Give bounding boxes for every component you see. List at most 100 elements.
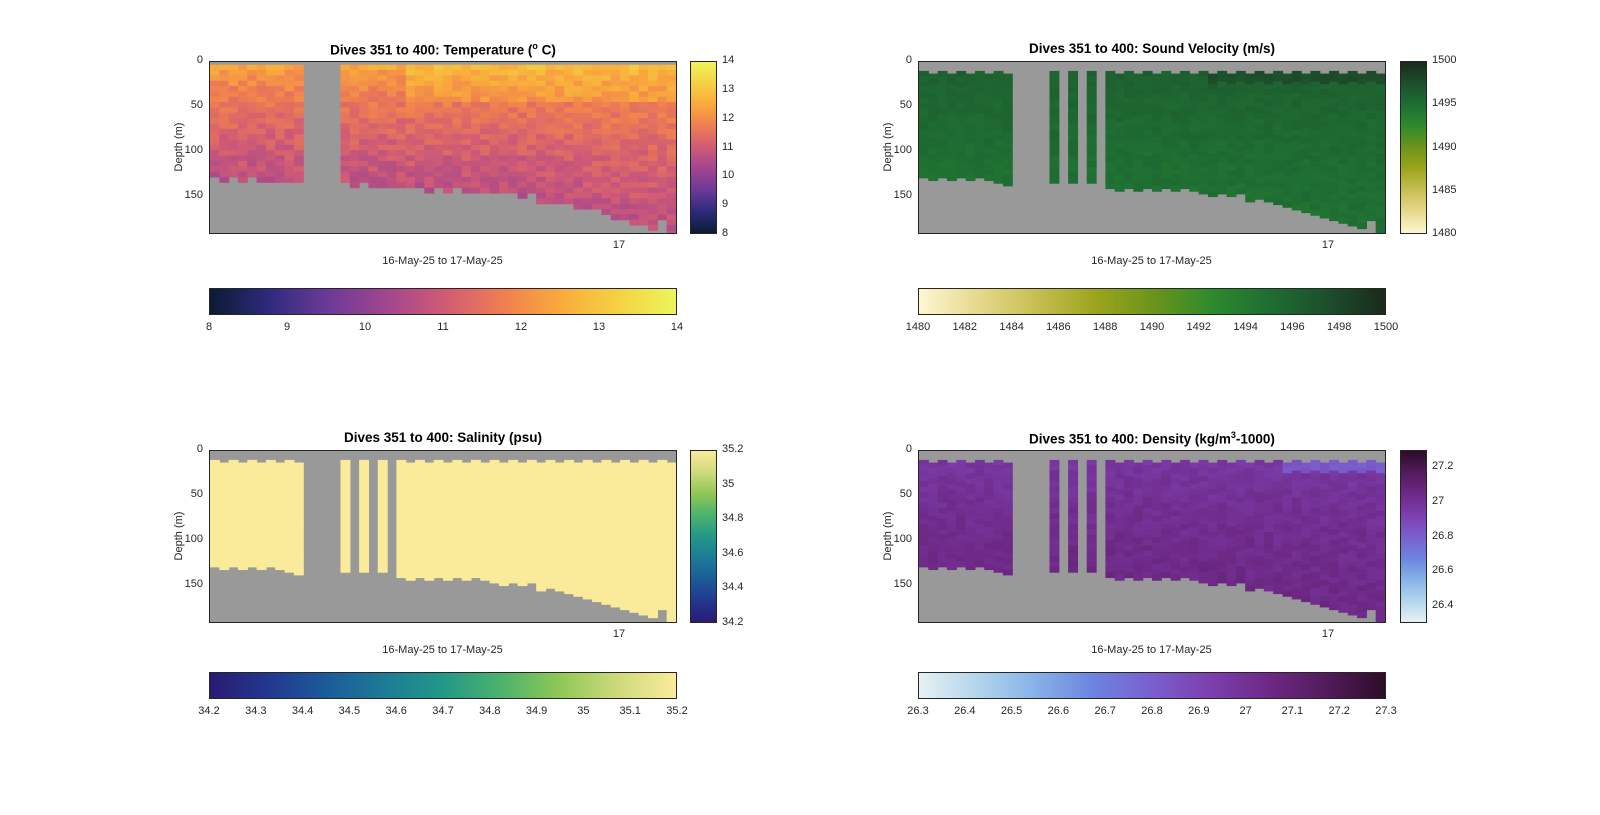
data-cell — [237, 532, 248, 538]
data-cell — [1263, 473, 1274, 480]
data-cell — [1291, 545, 1302, 552]
data-cell — [1375, 223, 1385, 230]
data-cell — [536, 166, 547, 173]
data-cell — [648, 86, 658, 92]
data-cell — [1357, 175, 1367, 182]
data-cell — [666, 548, 676, 555]
data-cell — [284, 80, 295, 87]
data-cell — [601, 534, 612, 541]
data-cell — [1319, 494, 1330, 501]
data-cell — [919, 124, 929, 131]
y-tick-label: 150 — [893, 189, 912, 202]
data-cell — [1207, 78, 1218, 85]
data-cell — [480, 102, 491, 109]
data-cell — [1366, 577, 1377, 584]
data-cell — [480, 86, 491, 92]
data-cell — [284, 160, 295, 167]
data-cell — [1152, 164, 1162, 171]
data-cell — [984, 89, 995, 96]
data-cell — [545, 198, 556, 205]
data-cell — [517, 112, 528, 119]
data-cell — [377, 160, 388, 167]
data-cell — [564, 486, 575, 493]
data-cell — [638, 155, 649, 162]
data-cell — [1152, 553, 1162, 560]
data-cell — [620, 556, 630, 563]
data-cell — [1226, 483, 1237, 490]
data-cell — [1049, 129, 1060, 136]
data-cell — [517, 187, 528, 194]
data-cell — [396, 550, 407, 557]
data-cell — [340, 80, 351, 87]
data-cell — [1301, 180, 1312, 187]
data-cell — [1152, 148, 1162, 155]
data-cell — [1002, 137, 1013, 144]
data-cell — [470, 508, 481, 514]
data-cell — [396, 540, 407, 546]
data-cell — [1254, 534, 1265, 541]
data-cell — [620, 166, 630, 173]
data-cell — [452, 91, 463, 98]
data-cell — [610, 176, 621, 183]
data-cell — [620, 86, 630, 92]
data-cell — [1198, 545, 1209, 552]
data-cell — [1263, 558, 1274, 565]
data-cell — [1152, 127, 1162, 133]
data-cell — [1189, 100, 1200, 107]
data-cell — [498, 542, 509, 549]
data-cell — [974, 486, 985, 493]
data-cell — [545, 465, 556, 472]
data-cell — [1254, 497, 1265, 504]
data-cell — [1114, 105, 1125, 112]
data-cell — [1207, 564, 1218, 571]
data-cell — [219, 128, 230, 135]
data-cell — [629, 526, 640, 533]
data-cell — [1105, 491, 1116, 498]
data-cell — [517, 542, 528, 549]
data-cell — [1105, 161, 1116, 168]
data-cell — [965, 73, 976, 80]
data-cell — [545, 139, 556, 146]
data-cell — [405, 107, 416, 114]
data-cell — [377, 139, 388, 146]
data-cell — [228, 481, 239, 488]
data-cell — [349, 70, 360, 76]
y-tick-label: 0 — [196, 54, 203, 66]
data-cell — [443, 187, 453, 194]
data-cell — [1114, 78, 1125, 85]
data-cell — [1366, 199, 1377, 206]
data-cell — [1329, 534, 1339, 541]
data-cell — [666, 521, 676, 528]
data-cell — [1338, 516, 1349, 522]
data-cell — [666, 510, 676, 517]
data-cell — [359, 160, 370, 167]
data-cell — [629, 166, 640, 173]
data-cell — [620, 593, 630, 600]
data-cell — [592, 499, 603, 506]
data-cell — [1217, 486, 1228, 493]
data-cell — [620, 80, 630, 87]
data-cell — [470, 465, 481, 472]
data-cell — [424, 107, 435, 114]
data-cell — [1273, 151, 1284, 157]
data-cell — [1142, 556, 1153, 563]
data-cell — [601, 459, 612, 466]
data-cell — [638, 481, 649, 488]
data-cell — [592, 128, 603, 135]
data-cell — [657, 150, 668, 157]
data-cell — [582, 96, 593, 103]
data-cell — [377, 75, 388, 82]
data-cell — [405, 516, 416, 522]
data-cell — [573, 176, 584, 183]
data-cell — [974, 92, 985, 99]
data-cell — [1319, 585, 1330, 592]
data-cell — [1179, 135, 1190, 141]
data-cell — [1142, 86, 1153, 93]
data-cell — [433, 134, 444, 141]
data-cell — [1235, 540, 1246, 546]
data-cell — [1375, 148, 1385, 155]
data-cell — [1245, 159, 1256, 166]
data-cell — [377, 96, 388, 103]
data-cell — [1254, 92, 1265, 99]
data-cell — [1133, 73, 1144, 80]
